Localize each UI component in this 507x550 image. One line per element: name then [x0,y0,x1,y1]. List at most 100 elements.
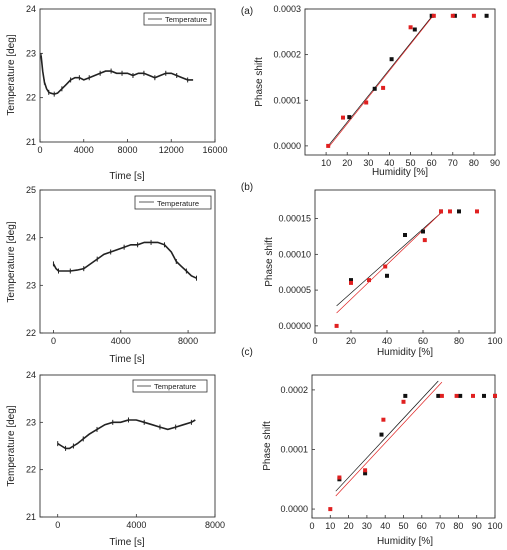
x-axis-label: Humidity [%] [372,167,428,178]
x-tick-label: 20 [346,336,356,346]
legend-box [143,12,212,26]
x-tick-label: 40 [384,158,394,168]
data-point-red [493,393,497,398]
temp-chart-c: 0 4000 8000 21 22 23 24 Temperature Time [s] T… [6,370,225,548]
x-tick-label: 0 [312,336,317,346]
x-axis-label: Time [s] [109,537,144,548]
data-point-black [429,13,434,18]
legend: Temperature [134,195,212,210]
data-point-red [341,115,345,120]
data-point-red [422,238,427,243]
data-point-black [379,432,384,437]
y-tick-label: 0.00005 [278,285,311,295]
temperature-series-line [57,419,196,450]
fit-line [327,14,435,148]
x-tick-label: 60 [427,158,437,168]
y-tick-label: 0.0000 [273,141,301,151]
data-point-red [381,417,386,422]
data-point-black [484,13,489,18]
x-tick-label: 16000 [202,145,227,155]
data-point-red [334,323,339,328]
data-point-red [431,13,436,18]
legend-box [134,195,212,210]
data-point-red [471,13,476,18]
phase-chart-a: 10 20 30 40 50 60 70 80 90 0.0000 0.0001 0.0002 0.00… [241,4,500,178]
data-point-red [439,393,444,398]
y-tick-label: 23 [26,417,36,427]
x-tick-label: 90 [472,521,482,531]
y-axis-label: Temperature [deg] [6,221,17,302]
y-tick-label: 21 [26,512,36,522]
data-point-red [448,209,452,214]
legend: Temperature [143,12,212,26]
x-tick-label: 0 [309,521,314,531]
data-point-red [408,25,413,30]
panel-label-c: (c) [241,347,253,358]
y-tick-label: 23 [26,280,36,290]
data-point-red [363,468,368,473]
temperature-series-line [52,241,197,279]
x-tick-label: 80 [469,158,479,168]
phase-chart-b: 0 20 40 60 80 100 0.00000 0.00005 0.00010 0.00015… [241,182,503,358]
data-point-red [439,209,443,214]
data-point-black [482,393,486,398]
temp-chart-b: 0 4000 8000 22 23 24 25 Temperature Time [s] T… [6,185,216,365]
data-point-red [381,85,386,90]
x-tick-label: 4000 [74,145,94,155]
legend-label: Temperature [157,199,199,208]
y-tick-label: 23 [26,48,36,58]
y-tick-label: 22 [26,93,36,103]
x-tick-label: 8000 [117,145,137,155]
y-tick-label: 0.0001 [280,444,308,454]
data-point-black [403,233,407,237]
data-point-red [471,393,475,398]
data-point-red [326,143,331,148]
x-tick-label: 90 [490,158,500,168]
data-point-black [452,13,457,18]
data-point-black [457,209,461,214]
x-tick-label: 8000 [205,520,225,530]
x-tick-label: 12000 [159,145,184,155]
x-tick-label: 50 [406,158,416,168]
x-tick-label: 40 [382,336,392,346]
x-tick-label: 60 [417,521,427,531]
phase-chart-c: 0 10 20 30 40 50 60 70 80 90 100 0.0000 0.0001 0.0002… [241,347,502,547]
x-tick-label: 80 [454,336,464,346]
x-tick-label: 10 [325,521,335,531]
x-tick-label: 8000 [178,336,198,346]
data-point-red [383,264,388,269]
x-tick-label: 20 [342,158,352,168]
y-axis-label: Temperature [deg] [6,34,17,115]
plot-frame [39,8,216,143]
y-tick-label: 0.0002 [273,50,301,60]
fit-line [336,212,442,314]
plot-frame [304,8,496,156]
data-point-red [450,13,455,18]
x-tick-label: 50 [398,521,408,531]
data-point-red [401,399,406,404]
y-tick-label: 0.0003 [273,4,301,14]
x-axis-label: Time [s] [109,171,144,182]
y-tick-label: 21 [26,137,36,147]
data-point-red [328,507,333,512]
y-tick-label: 0.00000 [278,321,311,331]
legend: Temperature [132,379,208,393]
x-tick-label: 0 [51,336,56,346]
x-tick-label: 0 [37,145,42,155]
y-tick-label: 24 [26,370,36,380]
data-point-black [389,57,394,62]
y-tick-label: 0.0000 [280,504,308,514]
panel-label-a: (a) [241,6,253,17]
x-axis-label: Humidity [%] [377,347,433,358]
x-tick-label: 10 [321,158,331,168]
x-axis-label: Humidity [%] [377,536,433,547]
legend-label: Temperature [154,382,196,391]
data-point-black [349,278,353,283]
data-point-black [385,273,389,278]
data-point-black [403,393,408,398]
y-tick-label: 0.0002 [280,385,308,395]
fit-line [335,381,443,497]
y-tick-label: 0.00010 [278,249,311,259]
legend-box [132,379,208,393]
data-point-red [454,393,459,398]
